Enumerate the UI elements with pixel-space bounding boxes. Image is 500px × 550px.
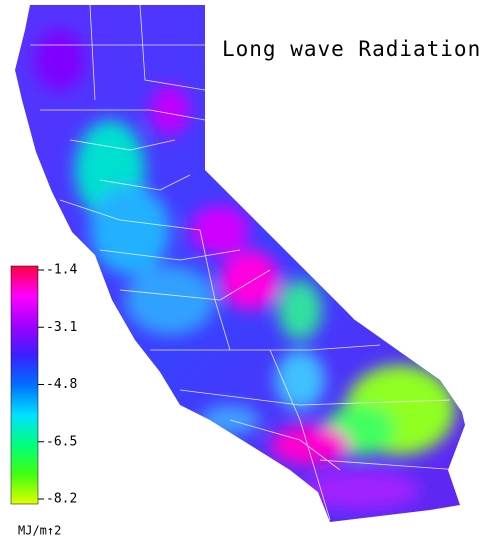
tick-label: -1.4	[46, 263, 77, 278]
tick-label: -8.2	[46, 492, 77, 507]
tick-label: -6.5	[46, 434, 77, 449]
map-title: Long wave Radiation	[222, 37, 481, 61]
tick-label: -3.1	[46, 320, 77, 335]
colorbar-unit: MJ/m↑2	[18, 524, 61, 538]
colorbar	[10, 265, 39, 505]
tick-label: -4.8	[46, 377, 77, 392]
color-legend: -1.4 -3.1 -4.8 -6.5 -8.2	[10, 263, 77, 507]
